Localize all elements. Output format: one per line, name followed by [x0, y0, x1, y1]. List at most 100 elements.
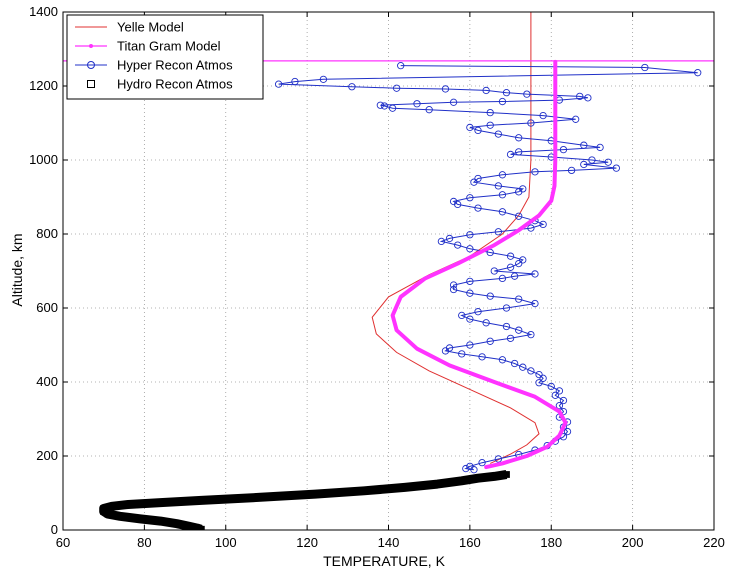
series-layer — [63, 12, 714, 530]
data-point-hyper-recon-atmos — [515, 188, 523, 196]
data-point-hydro-recon-atmos — [108, 502, 116, 510]
data-point-hyper-recon-atmos — [547, 382, 555, 391]
data-point-hyper-recon-atmos — [274, 80, 283, 88]
data-point-hyper-recon-atmos — [466, 231, 474, 239]
y-tick-label: 1000 — [29, 152, 58, 167]
data-point-hydro-recon-atmos — [173, 520, 181, 528]
data-point-hyper-recon-atmos — [506, 150, 515, 159]
legend-label: Titan Gram Model — [117, 39, 221, 54]
x-tick-label: 160 — [459, 535, 481, 550]
data-point-hydro-recon-atmos — [197, 525, 205, 530]
y-tick-label: 200 — [36, 448, 58, 463]
axes-layer: 60 80 100 120 140 160 180 200 220 0 200 400 600 800 10… — [29, 4, 725, 550]
data-point-hyper-recon-atmos — [519, 256, 527, 264]
data-point-hyper-recon-atmos — [380, 102, 389, 110]
data-point-hyper-recon-atmos — [482, 86, 490, 95]
data-point-hyper-recon-atmos — [580, 141, 588, 149]
data-point-hyper-recon-atmos — [466, 194, 474, 202]
data-point-hyper-recon-atmos — [551, 391, 559, 399]
x-tick-label: 220 — [703, 535, 725, 550]
data-point-hyper-recon-atmos — [437, 237, 446, 246]
data-point-hyper-recon-atmos — [486, 292, 494, 300]
data-point-hyper-recon-atmos — [506, 263, 515, 271]
data-point-hyper-recon-atmos — [535, 379, 543, 387]
data-point-hydro-recon-atmos — [474, 474, 482, 482]
data-point-hydro-recon-atmos — [490, 472, 498, 480]
data-point-hyper-recon-atmos — [588, 156, 596, 164]
legend: Yelle Model Titan Gram Model Hyper Recon A… — [66, 14, 264, 100]
data-point-hyper-recon-atmos — [539, 111, 547, 120]
y-axis-label: Altitude, km — [9, 233, 25, 306]
data-point-hyper-recon-atmos — [515, 259, 523, 268]
data-point-hyper-recon-atmos — [441, 85, 450, 93]
legend-label: Yelle Model — [117, 20, 184, 35]
y-tick-label: 1400 — [29, 4, 58, 19]
data-point-hyper-recon-atmos — [466, 289, 474, 297]
data-point-hyper-recon-atmos — [515, 326, 523, 334]
data-point-hyper-recon-atmos — [539, 374, 547, 382]
data-point-hyper-recon-atmos — [506, 252, 515, 260]
data-point-hyper-recon-atmos — [470, 466, 478, 474]
y-tick-label: 0 — [51, 522, 58, 537]
data-point-hyper-recon-atmos — [474, 204, 482, 212]
data-point-hyper-recon-atmos — [494, 228, 503, 236]
data-point-hydro-recon-atmos — [360, 487, 368, 495]
data-point-hyper-recon-atmos — [527, 119, 535, 127]
data-point-hyper-recon-atmos — [515, 295, 523, 303]
data-point-hyper-recon-atmos — [510, 272, 519, 280]
data-point-hyper-recon-atmos — [604, 158, 612, 166]
data-point-hydro-recon-atmos — [433, 480, 441, 488]
data-point-hyper-recon-atmos — [486, 108, 494, 117]
data-point-hyper-recon-atmos — [555, 387, 564, 395]
data-point-hyper-recon-atmos — [470, 178, 478, 186]
data-point-hyper-recon-atmos — [291, 77, 299, 86]
x-tick-label: 80 — [137, 535, 151, 550]
data-point-hyper-recon-atmos — [494, 182, 503, 190]
data-point-hyper-recon-atmos — [502, 322, 511, 331]
data-point-hyper-recon-atmos — [498, 356, 507, 364]
data-point-hyper-recon-atmos — [506, 334, 515, 342]
data-point-hyper-recon-atmos — [580, 160, 588, 169]
data-point-hydro-recon-atmos — [157, 517, 165, 525]
data-point-hyper-recon-atmos — [482, 319, 490, 327]
data-point-hyper-recon-atmos — [515, 148, 523, 156]
data-point-hydro-recon-atmos — [254, 494, 262, 501]
data-point-hydro-recon-atmos — [311, 490, 319, 498]
data-point-hyper-recon-atmos — [531, 299, 539, 308]
data-point-hydro-recon-atmos — [197, 496, 205, 504]
data-point-hyper-recon-atmos — [498, 97, 507, 106]
data-point-hyper-recon-atmos — [425, 106, 433, 114]
x-tick-label: 180 — [540, 535, 562, 550]
data-point-hyper-recon-atmos — [449, 285, 458, 294]
series-line-titan-gram-model — [390, 59, 568, 470]
x-tick-label: 140 — [378, 535, 400, 550]
data-point-hyper-recon-atmos — [515, 134, 523, 142]
data-point-hyper-recon-atmos — [539, 220, 547, 229]
data-point-hydro-recon-atmos — [157, 499, 165, 507]
data-point-hyper-recon-atmos — [392, 84, 401, 92]
data-point-hyper-recon-atmos — [474, 126, 482, 135]
data-point-hyper-recon-atmos — [486, 337, 494, 345]
x-axis-label: TEMPERATURE, K — [323, 553, 446, 569]
data-point-hydro-recon-atmos — [104, 510, 112, 518]
data-point-hyper-recon-atmos — [449, 98, 458, 106]
data-point-hyper-recon-atmos — [498, 171, 507, 179]
data-point-hyper-recon-atmos — [498, 191, 507, 199]
data-point-hyper-recon-atmos — [559, 145, 568, 154]
data-point-hyper-recon-atmos — [612, 164, 620, 172]
data-point-hyper-recon-atmos — [454, 200, 462, 209]
data-point-hyper-recon-atmos — [694, 69, 702, 77]
data-point-hyper-recon-atmos — [510, 359, 519, 368]
legend-swatch-marker — [87, 80, 95, 88]
data-point-hyper-recon-atmos — [458, 350, 466, 358]
data-point-hyper-recon-atmos — [531, 168, 539, 176]
data-point-hyper-recon-atmos — [527, 367, 535, 375]
legend-label: Hyper Recon Atmos — [117, 58, 233, 73]
data-point-hyper-recon-atmos — [494, 455, 503, 463]
data-point-hyper-recon-atmos — [498, 208, 507, 216]
data-point-hyper-recon-atmos — [445, 234, 454, 243]
data-point-hydro-recon-atmos — [116, 512, 124, 520]
data-point-hyper-recon-atmos — [535, 370, 543, 379]
data-point-hydro-recon-atmos — [136, 515, 144, 523]
